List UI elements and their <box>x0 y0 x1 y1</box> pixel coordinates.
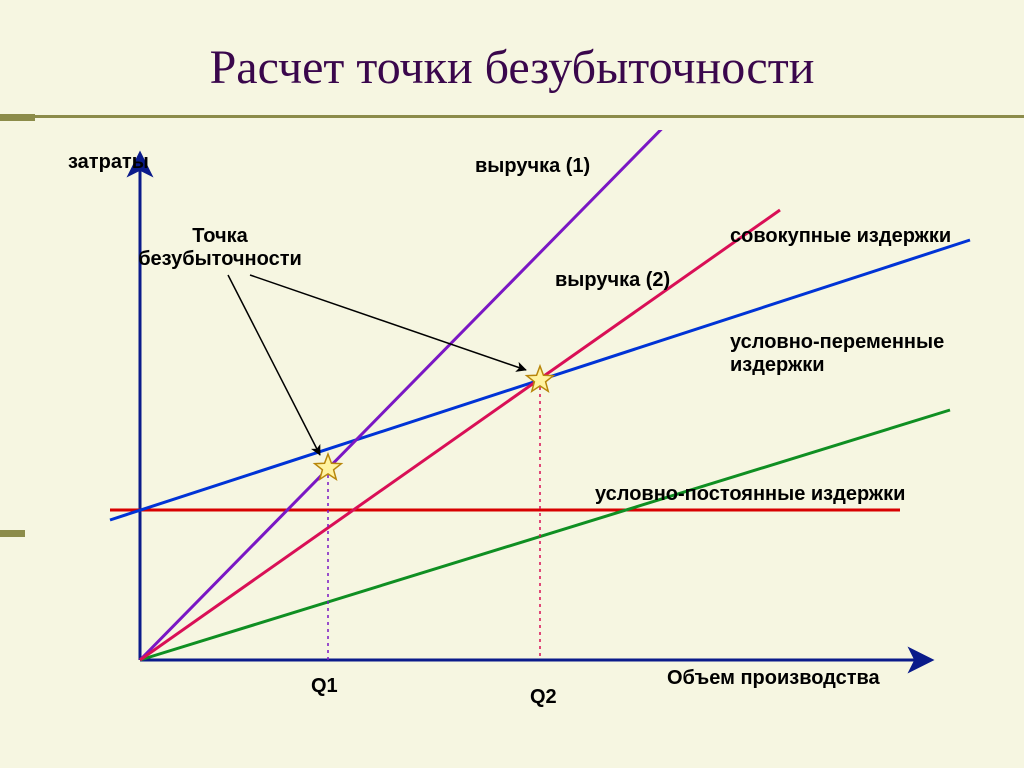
revenue1-line <box>140 130 690 660</box>
bep-arrow-1 <box>228 275 320 455</box>
total-costs-label: совокупные издержки <box>730 225 951 248</box>
bep-arrow-2 <box>250 275 526 370</box>
side-accent <box>0 530 25 537</box>
breakeven-chart: затраты Объем производства выручка (1) в… <box>50 130 980 720</box>
title-underline-accent <box>0 114 35 121</box>
variable-costs-label: условно-переменные издержки <box>730 331 960 377</box>
revenue2-line <box>140 210 780 660</box>
breakeven-label: Точка безубыточности <box>130 225 310 271</box>
revenue2-label: выручка (2) <box>555 269 670 292</box>
y-axis-label: затраты <box>68 151 149 174</box>
revenue1-label: выручка (1) <box>475 155 590 178</box>
fixed-costs-label: условно-постоянные издержки <box>595 483 905 506</box>
q2-label: Q2 <box>530 686 557 709</box>
chart-svg <box>50 130 980 720</box>
x-axis-label: Объем производства <box>667 667 880 690</box>
q1-label: Q1 <box>311 675 338 698</box>
title-underline <box>0 115 1024 118</box>
chart-title: Расчет точки безубыточности <box>0 40 1024 95</box>
